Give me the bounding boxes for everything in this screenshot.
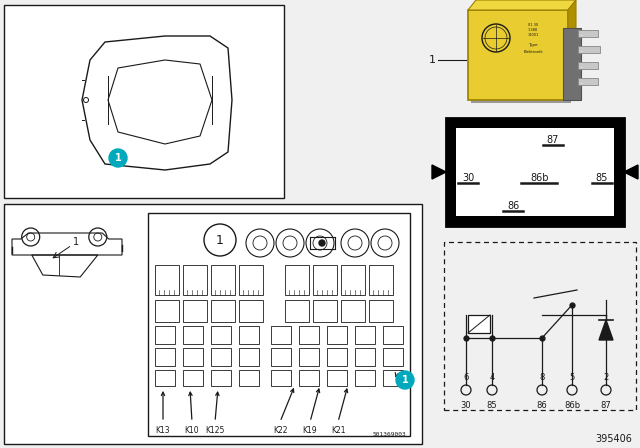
Bar [313,300,337,322]
Text: 01 30: 01 30 [528,23,538,27]
Bar [578,78,598,85]
Text: 1: 1 [73,237,79,247]
Bar [299,370,319,386]
Text: 87: 87 [547,135,559,145]
Bar [369,300,393,322]
Bar [369,265,393,295]
Circle shape [109,149,127,167]
Text: 1: 1 [402,375,408,385]
Text: 6: 6 [463,374,468,383]
Bar [271,348,291,366]
Bar [183,326,203,344]
Text: 85: 85 [486,401,497,409]
Bar [446,118,624,226]
Bar [211,370,231,386]
Bar [468,315,490,333]
Text: 86: 86 [507,201,519,211]
Bar [313,265,337,295]
Text: 30: 30 [462,173,474,183]
Bar [148,213,410,436]
Bar [211,348,231,366]
Text: 1: 1 [429,55,435,65]
Bar [239,300,263,322]
Bar [327,348,347,366]
Bar [578,30,598,37]
Text: Type: Type [528,43,538,47]
Text: 1: 1 [115,153,122,163]
Bar [211,265,235,295]
Text: 13001: 13001 [527,33,539,37]
Bar [211,326,231,344]
Bar [355,348,375,366]
Bar [327,370,347,386]
Text: 1.388: 1.388 [528,28,538,32]
Bar [155,265,179,295]
Bar [341,300,365,322]
Text: K10: K10 [185,426,199,435]
Polygon shape [432,165,446,179]
Text: 86: 86 [536,401,547,409]
Text: 85: 85 [596,173,608,183]
Bar [578,46,600,53]
Bar [239,326,259,344]
Text: 30: 30 [461,401,471,409]
Text: 1: 1 [216,233,224,246]
Bar [4,204,422,444]
Circle shape [396,371,414,389]
Text: 86b: 86b [564,401,580,409]
Bar [155,348,175,366]
Text: K21: K21 [331,426,345,435]
Bar [271,370,291,386]
Bar [155,326,175,344]
Bar [299,348,319,366]
Bar [271,326,291,344]
Polygon shape [624,165,638,179]
Polygon shape [568,0,576,100]
Bar [355,370,375,386]
Bar [285,300,309,322]
Bar [468,10,568,100]
Bar [355,326,375,344]
Bar [327,326,347,344]
Polygon shape [599,320,613,340]
Bar [563,28,581,100]
Bar [285,265,309,295]
Polygon shape [468,0,576,10]
Text: K13: K13 [156,426,170,435]
Bar [444,242,636,410]
Bar [4,5,284,198]
Bar [341,265,365,295]
Text: 8: 8 [540,374,545,383]
Text: 395406: 395406 [595,434,632,444]
Text: Elektronik: Elektronik [523,50,543,54]
Text: 4: 4 [490,374,495,383]
Bar [471,13,571,103]
Bar [183,348,203,366]
Text: 5: 5 [570,374,575,383]
Bar [383,326,403,344]
Text: 87: 87 [600,401,611,409]
Text: K125: K125 [205,426,225,435]
Text: K19: K19 [303,426,317,435]
Bar [239,348,259,366]
Bar [239,265,263,295]
Text: 501369003: 501369003 [372,432,406,437]
Bar [578,62,598,69]
Bar [155,370,175,386]
Text: 2: 2 [604,374,609,383]
Text: K22: K22 [273,426,287,435]
Bar [183,370,203,386]
Circle shape [319,240,325,246]
Bar [383,370,403,386]
Bar [383,348,403,366]
Bar [211,300,235,322]
Bar [183,300,207,322]
Bar [456,128,614,216]
Text: 86b: 86b [531,173,549,183]
Bar [299,326,319,344]
Bar [183,265,207,295]
Bar [155,300,179,322]
Bar [239,370,259,386]
